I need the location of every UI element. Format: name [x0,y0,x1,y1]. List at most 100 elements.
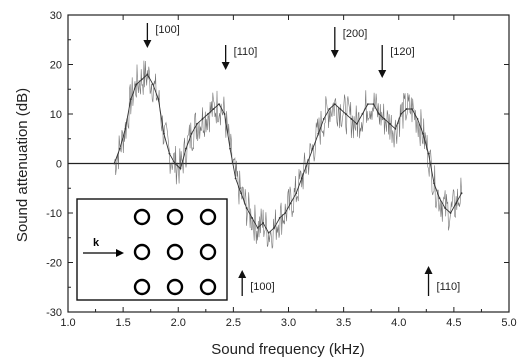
data-point [135,83,138,86]
x-tick-label: 3.5 [336,317,351,329]
data-point [438,197,441,200]
lattice-cylinder [166,243,184,261]
data-point [273,226,276,229]
data-point [196,123,198,125]
bottom-direction-label: [100] [250,281,274,293]
top-arrow-head [330,50,339,58]
data-point [179,167,182,170]
data-point [201,118,204,120]
data-point [405,108,408,110]
x-tick-label: 2.5 [226,317,241,329]
x-tick-label: 1.5 [115,317,130,329]
data-point [344,113,347,115]
data-point [322,118,325,120]
wave-vector-label: k [93,237,100,249]
data-point [300,177,303,180]
data-point [394,127,397,130]
data-point [444,207,446,209]
x-tick-label: 1.0 [60,317,75,329]
data-point [311,147,314,150]
data-point [449,212,452,214]
data-point [267,231,270,234]
data-point [262,222,265,224]
series-group [113,60,463,249]
lattice-cylinder [166,278,184,296]
bottom-arrow-head [238,270,247,278]
lattice-cylinder [133,208,151,226]
data-point [168,152,171,155]
y-tick-label: -20 [46,258,62,270]
data-point [284,212,287,214]
lattice-cylinder [166,208,184,226]
data-point [163,132,165,135]
data-point [174,162,176,165]
data-point [378,113,380,115]
y-tick-label: -10 [46,208,62,220]
data-point [427,152,430,155]
data-point [146,73,149,76]
top-direction-label: [100] [155,24,179,36]
noisy-trace [114,60,462,249]
data-point [350,118,353,120]
bottom-direction-label: [110] [437,281,461,293]
data-point [422,132,424,135]
data-point [234,177,237,180]
data-point [190,132,193,135]
data-point [140,78,143,81]
x-tick-label: 4.0 [391,317,406,329]
data-point [118,147,121,150]
data-point [389,123,391,125]
data-point [295,192,298,195]
data-point [278,217,281,219]
y-axis-title: Sound attenuation (dB) [14,88,31,242]
data-point [433,182,435,185]
data-point [289,202,292,205]
data-point [339,108,342,110]
data-point [240,192,242,195]
top-arrow-head [143,40,152,48]
inset-lattice: k [76,198,228,301]
data-point [185,147,187,150]
data-point [328,108,331,110]
data-point [124,127,127,130]
data-point [383,118,386,120]
data-point [245,207,248,209]
bottom-arrow-head [424,266,433,274]
data-point [416,118,419,120]
top-direction-label: [110] [234,46,258,58]
data-point [355,123,358,125]
x-tick-label: 4.5 [446,317,461,329]
data-point [317,132,320,135]
data-point [400,113,402,115]
y-tick-label: -30 [46,307,62,319]
data-point [333,103,336,105]
top-arrow-head [221,62,230,70]
lattice-cylinder [133,243,151,261]
x-tick-label: 5.0 [501,317,516,329]
lattice-cylinder [199,278,217,296]
data-point [460,192,463,195]
data-point [223,113,226,115]
lattice-cylinder [133,278,151,296]
data-point [361,113,364,115]
data-point [157,98,160,101]
series-line [113,73,462,234]
x-tick-label: 2.0 [171,317,186,329]
data-point [212,108,215,110]
data-point [129,98,132,101]
x-axis-title: Sound frequency (kHz) [211,341,364,358]
data-point [455,202,457,205]
data-point [256,226,259,229]
data-point [113,162,116,165]
x-tick-label: 3.0 [281,317,296,329]
data-point [151,83,154,86]
data-point [229,147,231,150]
data-point [411,108,413,110]
wave-vector-head [116,249,124,257]
lattice-cylinder [199,208,217,226]
y-tick-label: 10 [50,109,62,121]
data-point [218,103,220,105]
top-direction-label: [200] [343,28,367,40]
top-arrow-head [378,70,387,78]
